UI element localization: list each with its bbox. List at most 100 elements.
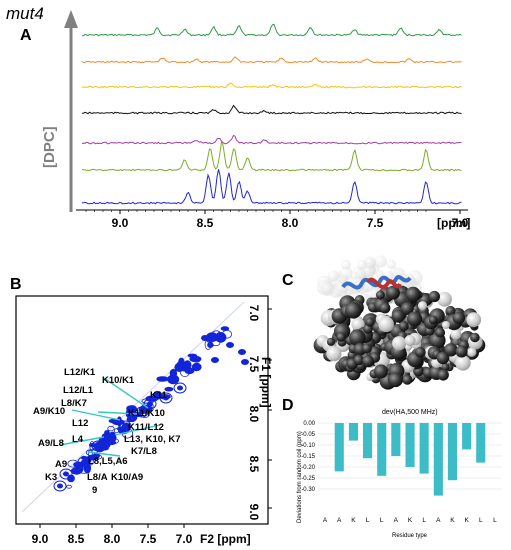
b-y-tick-label: 7.5	[247, 356, 261, 373]
ghost-sphere	[375, 270, 384, 279]
cross-peak	[221, 329, 233, 339]
ghost-sphere	[356, 269, 367, 279]
ghost-sphere	[364, 256, 377, 269]
cross-peak	[191, 362, 202, 372]
noe-connector	[87, 451, 121, 457]
noe-connector	[71, 409, 121, 421]
cross-peak	[220, 326, 230, 331]
micelle-sphere	[392, 336, 407, 351]
cross-peak	[164, 386, 174, 392]
cross-peak	[211, 357, 219, 363]
micelle-spheres	[313, 255, 486, 390]
cross-peak-core	[57, 483, 63, 489]
ghost-sphere	[327, 270, 340, 282]
concentration-arrow-head	[64, 10, 78, 28]
cross-peak-contour	[143, 398, 157, 410]
cross-peak-contour	[173, 382, 187, 394]
noe-connector	[114, 424, 161, 436]
panel-c-letter: C	[282, 272, 294, 289]
panel-b-x-axis-label: F2 [ppm]	[200, 532, 251, 546]
cross-peak-core	[63, 471, 69, 477]
peak-assignment: K7/L8	[131, 446, 157, 457]
bar	[433, 423, 443, 496]
y-tick-label: -0.15	[301, 454, 315, 460]
micelle-sphere	[375, 290, 385, 300]
bar	[348, 423, 358, 441]
peak-assignment: K11/L12	[128, 422, 164, 433]
b-x-tick-label: 7.0	[176, 532, 193, 546]
cross-peak	[145, 395, 159, 402]
figure-label: mut4	[6, 4, 44, 23]
micelle-sphere	[365, 317, 375, 327]
peak-assignment: L4	[72, 434, 84, 445]
spectrum-trace	[81, 140, 462, 172]
micelle-sphere	[402, 374, 413, 385]
micelle-sphere	[391, 309, 405, 323]
peak-assignment: K11/K10	[128, 408, 165, 419]
micelle-sphere	[450, 328, 462, 340]
spectrum-trace	[81, 56, 462, 64]
micelle-sphere	[470, 332, 480, 343]
micelle-sphere	[404, 335, 416, 346]
bar	[377, 423, 387, 476]
cross-peak-contour	[118, 420, 132, 432]
bar	[363, 423, 373, 459]
micelle-sphere	[398, 321, 409, 331]
bar	[334, 423, 344, 472]
spectrum-trace	[81, 104, 462, 115]
panel-d-chart: dev(HA,500 MHz) 0.00 -0.05 -0.10 -0.15 -0.20…	[297, 409, 502, 539]
cross-peak	[207, 342, 214, 348]
cross-peak	[201, 335, 209, 341]
bar	[405, 423, 415, 467]
b-x-tick-label: 8.0	[104, 532, 121, 546]
panel-a-spectra: [DPC] 9.0 8.5 8.0 7.5 7.0 [ppm]	[41, 10, 470, 230]
micelle-sphere	[388, 372, 403, 388]
micelle-sphere	[445, 305, 456, 317]
micelle-sphere	[441, 321, 450, 329]
x-tick-label: L	[493, 517, 497, 524]
micelle-sphere	[405, 286, 421, 302]
panel-c-structure	[313, 255, 486, 390]
b-x-tick-label: 8.5	[68, 532, 85, 546]
cross-peak-contour	[59, 468, 73, 480]
cross-peak-core	[147, 401, 153, 407]
micelle-sphere	[386, 285, 400, 300]
cross-peak-core	[139, 409, 145, 415]
peak-assignment: K11	[150, 390, 168, 401]
ghost-sphere	[341, 259, 351, 270]
spectrum-trace	[81, 134, 462, 145]
y-tick-label: -0.10	[301, 443, 315, 449]
x-tick-label: A	[337, 517, 342, 524]
peak-assignment: L13, K10, K7	[124, 434, 181, 445]
micelle-sphere	[428, 315, 438, 325]
peak-assignment: L8/K7	[61, 398, 87, 409]
cross-peak	[169, 368, 178, 378]
micelle-sphere	[378, 316, 394, 333]
micelle-sphere	[326, 346, 342, 362]
panel-d-letter: D	[282, 397, 294, 414]
x-tick-label: A	[323, 517, 328, 524]
cross-peak	[113, 428, 120, 434]
bar	[462, 423, 472, 450]
spectra-traces	[81, 23, 462, 205]
cross-peak-core	[107, 435, 113, 441]
cross-peak-core	[95, 443, 101, 449]
y-tick-label: -0.20	[301, 465, 315, 471]
micelle-sphere	[437, 369, 449, 381]
peak-assignment: L8,L5,A6	[88, 456, 128, 467]
cross-peak	[241, 359, 249, 365]
bar	[476, 423, 486, 463]
chart-ylabel: Deviations from random coil (ppm)	[297, 431, 303, 523]
peak-assignment: L8/A	[87, 472, 108, 483]
micelle-sphere	[452, 311, 466, 325]
micelle-sphere	[362, 343, 372, 354]
cross-peak	[66, 484, 72, 489]
spectrum-trace	[81, 169, 462, 205]
x-tick-label: L	[380, 517, 384, 524]
x-tick-label: K	[351, 517, 356, 524]
micelle-sphere	[336, 332, 346, 342]
x-tick-label: 7.5	[367, 216, 384, 230]
peak-assignment: K10/A9	[111, 472, 143, 483]
cross-peak	[226, 342, 234, 348]
x-tick-label: A	[394, 517, 399, 524]
